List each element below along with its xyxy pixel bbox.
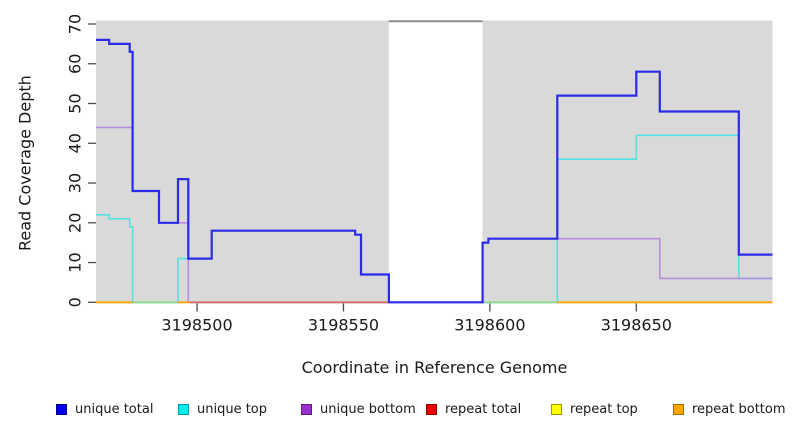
y-tick-label: 30 [66, 173, 85, 193]
legend-label: unique bottom [320, 401, 416, 417]
legend-swatch-repeat-total [426, 403, 437, 415]
legend-item-unique-total: unique total [56, 399, 153, 419]
x-tick-label: 3198600 [454, 316, 525, 335]
x-axis-title: Coordinate in Reference Genome [301, 358, 568, 377]
legend: unique total unique top unique bottom repea… [0, 399, 792, 421]
legend-item-repeat-total: repeat total [426, 399, 521, 419]
legend-label: unique top [197, 401, 268, 417]
y-tick-label: 60 [66, 54, 85, 74]
series-unique-top [96, 134, 773, 304]
legend-label: unique total [75, 401, 154, 417]
legend-swatch-unique-total [56, 403, 67, 415]
masked-region [388, 20, 483, 304]
legend-label: repeat bottom [692, 401, 786, 417]
legend-swatch-repeat-bottom [673, 403, 684, 415]
y-tick-label: 0 [66, 297, 85, 307]
legend-swatch-unique-top [178, 403, 189, 415]
y-tick-label: 50 [66, 93, 85, 113]
x-tick-label: 3198500 [161, 316, 232, 335]
legend-item-repeat-top: repeat top [551, 399, 638, 419]
legend-swatch-repeat-top [551, 403, 562, 415]
y-tick-label: 20 [66, 213, 85, 233]
y-tick-label: 70 [66, 14, 85, 34]
legend-item-unique-top: unique top [178, 399, 267, 419]
x-tick-label: 3198650 [601, 316, 672, 335]
y-tick-label: 40 [66, 133, 85, 153]
legend-item-repeat-bottom: repeat bottom [673, 399, 786, 419]
legend-swatch-unique-bottom [301, 403, 312, 415]
legend-label: repeat top [570, 401, 638, 417]
legend-label: repeat total [445, 401, 522, 417]
y-axis-title: Read Coverage Depth [15, 75, 35, 251]
legend-item-unique-bottom: unique bottom [301, 399, 416, 419]
series-unique-total [96, 38, 773, 304]
y-tick-label: 10 [66, 252, 85, 272]
x-tick-label: 3198550 [308, 316, 379, 335]
